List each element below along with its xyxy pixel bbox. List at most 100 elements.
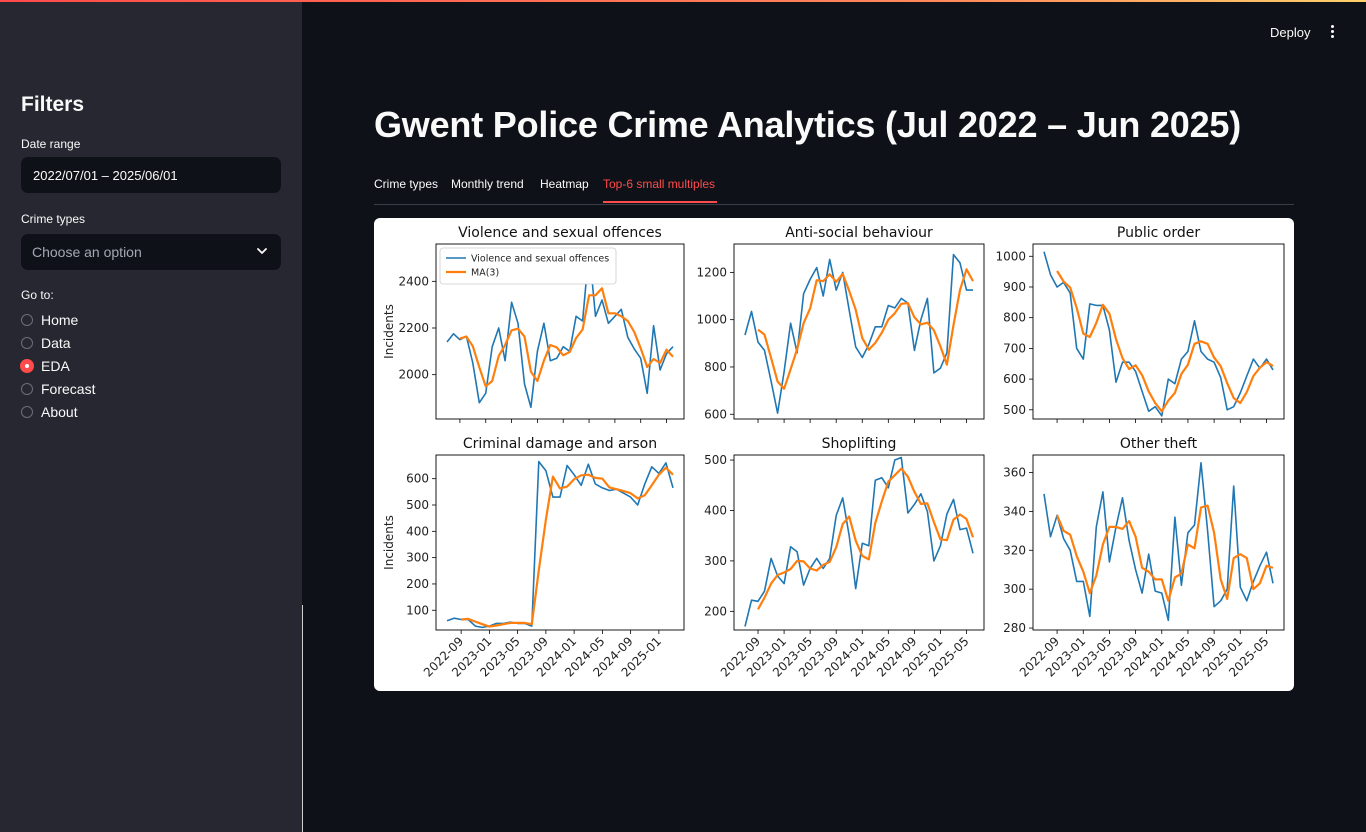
active-tab-indicator bbox=[603, 201, 717, 203]
y-tick-label: 300 bbox=[406, 551, 429, 565]
y-tick-label: 700 bbox=[1003, 341, 1026, 355]
date-range-input[interactable]: 2022/07/01 – 2025/06/01 bbox=[21, 157, 281, 193]
moving-average-line bbox=[757, 467, 975, 610]
y-tick-label: 300 bbox=[704, 554, 727, 568]
crime-types-select[interactable]: Choose an option bbox=[21, 234, 281, 270]
nav-radio-eda[interactable]: EDA bbox=[20, 358, 70, 374]
moving-average-line bbox=[1056, 270, 1274, 413]
subplot-3: Public order 500 600 700 800 900 1000 bbox=[995, 225, 1285, 423]
y-tick-label: 900 bbox=[1003, 280, 1026, 294]
y-tick-label: 2200 bbox=[398, 321, 429, 335]
goto-label: Go to: bbox=[21, 288, 54, 302]
series-line bbox=[1043, 462, 1274, 622]
subplot-title: Public order bbox=[1117, 225, 1200, 241]
y-tick-label: 300 bbox=[1003, 582, 1026, 596]
legend-label: MA(3) bbox=[471, 268, 499, 279]
y-tick-label: 320 bbox=[1003, 543, 1026, 557]
crime-types-placeholder: Choose an option bbox=[32, 244, 142, 260]
y-tick-label: 360 bbox=[1003, 466, 1026, 480]
nav-radio-home[interactable]: Home bbox=[21, 312, 78, 328]
y-tick-label: 500 bbox=[704, 453, 727, 467]
y-tick-label: 200 bbox=[406, 577, 429, 591]
axes-frame bbox=[1032, 454, 1285, 631]
y-tick-label: 400 bbox=[406, 524, 429, 538]
y-tick-label: 1000 bbox=[696, 313, 727, 327]
y-tick-label: 2400 bbox=[398, 274, 429, 288]
nav-label: About bbox=[41, 404, 78, 420]
tab-heatmap[interactable]: Heatmap bbox=[540, 177, 589, 191]
axes-frame bbox=[435, 243, 685, 420]
small-multiples-chart: Violence and sexual offences 2000 2200 2400… bbox=[382, 225, 1285, 680]
subplot-5: Shoplifting2003004005002022-092023-01202… bbox=[704, 436, 985, 680]
subplot-title: Criminal damage and arson bbox=[463, 436, 657, 452]
series-line bbox=[744, 253, 973, 414]
tab-bar: Crime types Monthly trend Heatmap Top-6 … bbox=[374, 170, 1294, 205]
sidebar-resize-handle[interactable] bbox=[302, 605, 303, 832]
nav-label: EDA bbox=[41, 358, 70, 374]
nav-label: Forecast bbox=[41, 381, 96, 397]
y-tick-label: 600 bbox=[406, 472, 429, 486]
moving-average-line bbox=[459, 287, 674, 388]
axes-frame bbox=[733, 454, 985, 631]
subplot-title: Anti-social behaviour bbox=[785, 225, 933, 241]
y-tick-label: 500 bbox=[406, 498, 429, 512]
subplot-2: Anti-social behaviour 600 800 1000 1200 bbox=[696, 225, 985, 423]
legend-label: Violence and sexual offences bbox=[471, 254, 609, 265]
deploy-button[interactable]: Deploy bbox=[1270, 25, 1311, 40]
y-tick-label: 400 bbox=[704, 503, 727, 517]
y-tick-label: 800 bbox=[704, 360, 727, 374]
y-tick-label: 280 bbox=[1003, 621, 1026, 635]
y-tick-label: 2000 bbox=[398, 368, 429, 382]
y-tick-label: 100 bbox=[406, 603, 429, 617]
nav-radio-forecast[interactable]: Forecast bbox=[21, 381, 95, 397]
moving-average-line bbox=[757, 268, 974, 390]
subplot-1: Violence and sexual offences 2000 2200 2400… bbox=[382, 225, 685, 423]
y-axis-label: Incidents bbox=[382, 304, 396, 359]
y-tick-label: 1200 bbox=[696, 265, 727, 279]
subplot-6: Other theft2803003203403602022-092023-01… bbox=[1003, 436, 1285, 680]
y-tick-label: 200 bbox=[704, 604, 727, 618]
tab-monthly-trend[interactable]: Monthly trend bbox=[451, 177, 524, 191]
y-axis-label: Incidents bbox=[382, 515, 396, 570]
nav-label: Data bbox=[41, 335, 71, 351]
page-title: Gwent Police Crime Analytics (Jul 2022 –… bbox=[374, 104, 1242, 145]
radio-selected-icon bbox=[20, 359, 34, 373]
subplot-title: Other theft bbox=[1120, 436, 1198, 452]
date-range-value: 2022/07/01 – 2025/06/01 bbox=[33, 167, 178, 183]
crime-types-label: Crime types bbox=[21, 212, 86, 226]
axes-frame bbox=[733, 243, 985, 420]
nav-radio-about[interactable]: About bbox=[21, 404, 78, 420]
subplot-title: Violence and sexual offences bbox=[458, 225, 662, 241]
series-line bbox=[1043, 251, 1274, 417]
legend-box bbox=[439, 247, 617, 285]
subplot-title: Shoplifting bbox=[822, 436, 897, 452]
date-range-label: Date range bbox=[21, 137, 81, 151]
nav-radio-data[interactable]: Data bbox=[21, 335, 71, 351]
radio-circle-icon bbox=[21, 406, 33, 418]
y-tick-label: 800 bbox=[1003, 311, 1026, 325]
radio-circle-icon bbox=[21, 337, 33, 349]
axes-frame bbox=[1032, 243, 1285, 420]
y-tick-label: 340 bbox=[1003, 504, 1026, 518]
axes-frame bbox=[435, 454, 685, 631]
tab-top6-small-multiples[interactable]: Top-6 small multiples bbox=[603, 177, 716, 191]
chart-legend: Violence and sexual offences MA(3) bbox=[439, 247, 617, 285]
more-vertical-icon[interactable] bbox=[1326, 23, 1338, 41]
chevron-down-icon bbox=[257, 248, 267, 254]
y-tick-label: 500 bbox=[1003, 403, 1026, 417]
radio-circle-icon bbox=[21, 383, 33, 395]
y-tick-label: 1000 bbox=[995, 249, 1026, 263]
tab-crime-types[interactable]: Crime types bbox=[374, 177, 439, 191]
subplot-4: Criminal damage and arson 100 200 300 400 500… bbox=[382, 436, 685, 680]
series-line bbox=[446, 460, 674, 629]
y-tick-label: 600 bbox=[704, 407, 727, 421]
radio-circle-icon bbox=[21, 314, 33, 326]
moving-average-line bbox=[1056, 504, 1274, 602]
top-accent-bar bbox=[0, 0, 1366, 2]
series-line bbox=[744, 456, 974, 627]
y-tick-label: 600 bbox=[1003, 372, 1026, 386]
sidebar: Filters Date range 2022/07/01 – 2025/06/… bbox=[0, 2, 302, 832]
nav-label: Home bbox=[41, 312, 79, 328]
moving-average-line bbox=[461, 466, 674, 628]
sidebar-title: Filters bbox=[21, 93, 85, 116]
